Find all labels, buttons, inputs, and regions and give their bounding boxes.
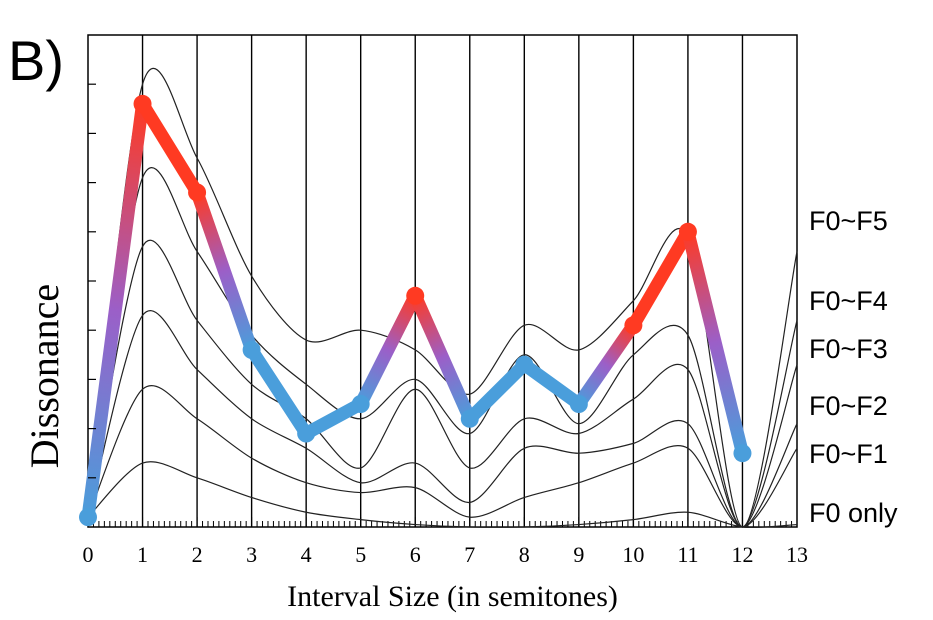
highlight-point [351, 395, 370, 413]
curve-label: F0~F3 [809, 334, 888, 364]
curve-labels: F0~F5 F0~F4 F0~F3 F0~F2 F0~F1 F0 only [809, 206, 898, 528]
highlighted-series [79, 94, 752, 527]
highlight-point [406, 286, 425, 305]
x-tick-label: 12 [731, 542, 753, 567]
highlight-point [460, 409, 479, 428]
highlight-segment [354, 289, 422, 411]
highlight-segment [572, 318, 640, 411]
x-tick-label: 13 [786, 542, 808, 567]
x-tick-label: 3 [246, 542, 257, 567]
highlight-segment [408, 289, 477, 426]
x-tick-label: 5 [355, 542, 366, 567]
highlight-segment [81, 97, 150, 524]
highlight-segment [626, 225, 695, 332]
vertical-grid [141, 35, 744, 527]
x-tick-label: 11 [677, 542, 698, 567]
x-axis-tick-labels: 0 1 2 3 4 5 6 7 8 9 10 11 12 13 [83, 542, 809, 567]
highlight-point [515, 355, 534, 374]
x-tick-label: 7 [464, 542, 475, 567]
highlight-point [242, 340, 261, 359]
curve-5 [87, 385, 798, 528]
dissonance-curves [87, 67, 798, 529]
x-tick-label: 8 [519, 542, 530, 567]
x-tick-label: 2 [192, 542, 203, 567]
curve-label: F0~F4 [809, 286, 888, 316]
highlight-segment [681, 225, 749, 460]
curve-label: F0 only [809, 498, 898, 528]
x-tick-label: 9 [573, 542, 584, 567]
highlight-point [297, 424, 316, 443]
curve-3 [87, 239, 798, 528]
x-axis-label: Interval Size (in semitones) [287, 580, 618, 613]
highlight-segment [245, 343, 313, 441]
highlight-segment [517, 358, 586, 411]
panel-label: B) [8, 29, 64, 92]
highlight-segment [136, 97, 204, 199]
highlight-point [188, 183, 207, 202]
highlight-point [133, 94, 152, 113]
highlight-point [569, 395, 588, 413]
curve-6 [87, 461, 798, 529]
plot-area [87, 34, 798, 528]
x-tick-label: 10 [622, 542, 644, 567]
y-axis-ticks [88, 83, 96, 479]
highlight-segment [299, 397, 368, 441]
highlight-point [678, 222, 697, 241]
curve-4 [87, 310, 798, 528]
curve-2 [87, 167, 798, 528]
x-tick-label: 0 [83, 542, 94, 567]
x-tick-label: 4 [301, 542, 312, 567]
highlight-point [624, 316, 643, 335]
highlight-point [79, 508, 97, 527]
x-tick-label: 1 [137, 542, 148, 567]
x-tick-label: 6 [410, 542, 421, 567]
curve-label: F0~F1 [809, 439, 888, 469]
plot-border [87, 34, 798, 528]
highlight-segment [190, 185, 259, 357]
y-axis-label: Dissonance [22, 284, 67, 468]
highlight-segment [463, 358, 531, 426]
curve-label: F0~F5 [809, 206, 888, 236]
highlight-point [733, 444, 752, 463]
curve-1 [87, 67, 798, 528]
curve-label: F0~F2 [809, 391, 888, 421]
